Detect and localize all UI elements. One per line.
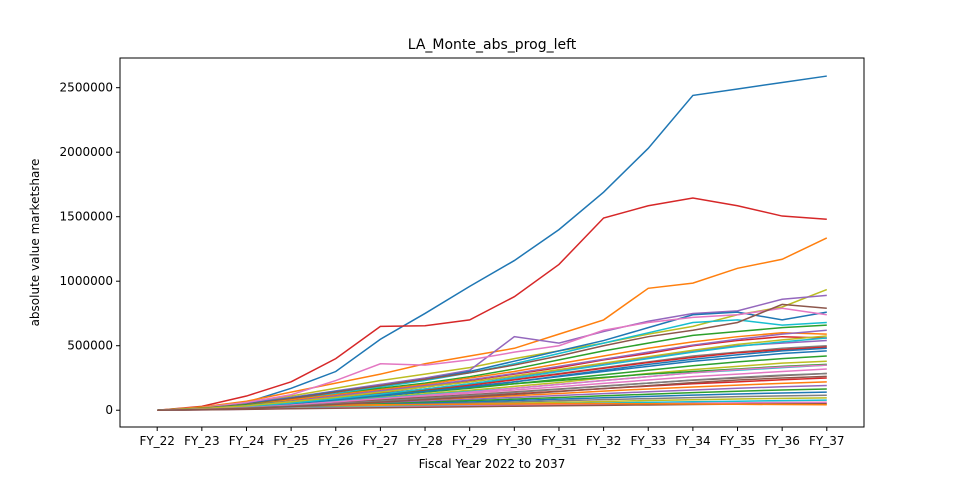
x-tick-label: FY_22 — [139, 434, 175, 448]
x-tick-label: FY_27 — [363, 434, 399, 448]
x-tick-label: FY_33 — [630, 434, 666, 448]
x-tick-label: FY_26 — [318, 434, 354, 448]
x-tick-label: FY_31 — [541, 434, 577, 448]
x-tick-label: FY_34 — [675, 434, 711, 448]
series-line-7 — [157, 307, 827, 411]
x-tick-label: FY_25 — [273, 434, 309, 448]
series-line-40 — [157, 375, 827, 411]
series-line-1 — [157, 75, 827, 411]
x-tick-label: FY_29 — [452, 434, 488, 448]
y-tick-label: 1000000 — [60, 274, 113, 288]
y-tick-label: 2000000 — [60, 145, 113, 159]
series-line-9 — [157, 303, 827, 411]
plot-area-frame — [119, 57, 865, 428]
series-line-36 — [157, 337, 827, 411]
x-axis: FY_22 FY_23 FY_24 FY_25 FY_26 FY_27 FY_28 FY_29… — [139, 427, 845, 448]
x-tick-label: FY_30 — [497, 434, 533, 448]
x-axis-label: Fiscal Year 2022 to 2037 — [419, 457, 566, 471]
y-axis: 0 500000 1000000 1500000 2000000 2500000 — [60, 81, 120, 417]
x-tick-label: FY_36 — [764, 434, 800, 448]
x-tick-label: FY_23 — [184, 434, 220, 448]
y-axis-label: absolute value marketshare — [28, 159, 42, 327]
x-tick-label: FY_32 — [586, 434, 622, 448]
x-tick-label: FY_35 — [720, 434, 756, 448]
x-tick-label: FY_28 — [407, 434, 443, 448]
series-line-3 — [157, 237, 828, 411]
series-line-37 — [157, 335, 827, 411]
y-tick-label: 2500000 — [60, 81, 113, 95]
chart-title: LA_Monte_abs_prog_left — [408, 37, 577, 53]
y-tick-label: 1500000 — [60, 210, 113, 224]
y-tick-label: 500000 — [67, 339, 113, 353]
series-layer — [157, 75, 828, 411]
y-tick-label: 0 — [105, 403, 113, 417]
series-line-2 — [157, 197, 827, 411]
x-tick-label: FY_24 — [229, 434, 265, 448]
x-tick-label: FY_37 — [809, 434, 845, 448]
